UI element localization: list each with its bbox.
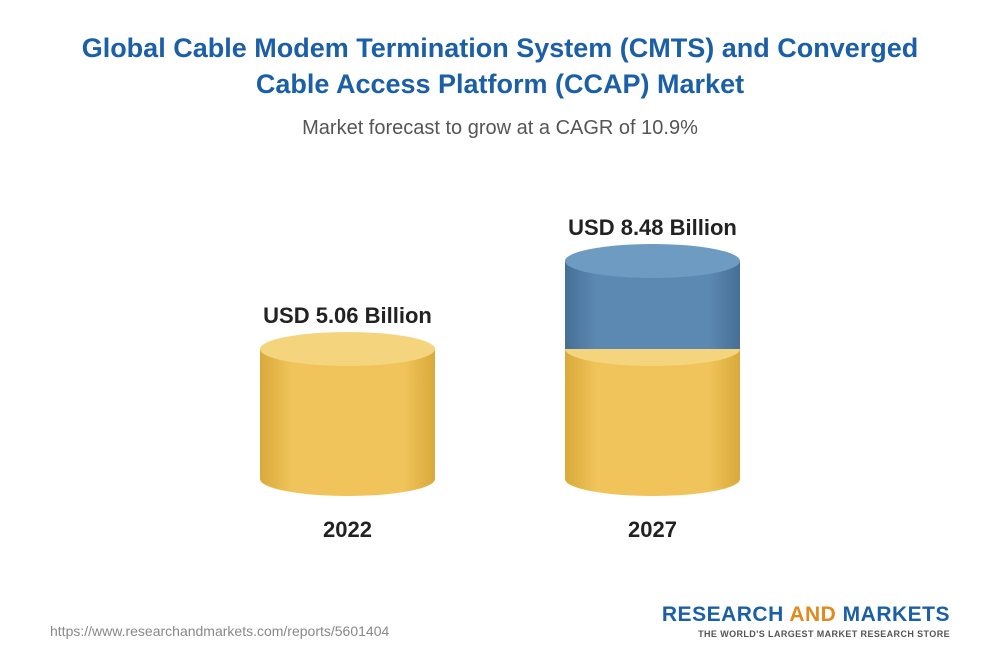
brand-word-1: RESEARCH bbox=[662, 603, 784, 626]
cylinder-segment bbox=[565, 261, 740, 349]
bar-2022-year: 2022 bbox=[323, 517, 372, 543]
bar-2022-value-label: USD 5.06 Billion bbox=[263, 303, 432, 329]
title-line-1: Global Cable Modem Termination System (C… bbox=[82, 33, 919, 63]
bar-2027-value-label: USD 8.48 Billion bbox=[568, 215, 737, 241]
cylinder-bottom-ellipse bbox=[565, 462, 740, 496]
subtitle: Market forecast to grow at a CAGR of 10.… bbox=[50, 117, 950, 140]
cylinder-top-ellipse bbox=[565, 244, 740, 278]
footer: https://www.researchandmarkets.com/repor… bbox=[50, 603, 950, 647]
title-line-2: Cable Access Platform (CCAP) Market bbox=[256, 69, 744, 99]
source-url: https://www.researchandmarkets.com/repor… bbox=[50, 623, 389, 639]
brand-word-2: AND bbox=[789, 603, 836, 626]
bar-2022-cylinder bbox=[260, 349, 435, 479]
brand-block: RESEARCH AND MARKETS THE WORLD'S LARGEST… bbox=[662, 603, 950, 639]
bar-2022-group: USD 5.06 Billion 2022 bbox=[260, 303, 435, 543]
cylinder-segment bbox=[565, 349, 740, 479]
cylinder-top-ellipse bbox=[260, 332, 435, 366]
infographic-container: Global Cable Modem Termination System (C… bbox=[0, 0, 1000, 667]
brand-logo-text: RESEARCH AND MARKETS bbox=[662, 603, 950, 627]
brand-tagline: THE WORLD'S LARGEST MARKET RESEARCH STOR… bbox=[662, 629, 950, 639]
main-title: Global Cable Modem Termination System (C… bbox=[50, 30, 950, 103]
bar-2027-year: 2027 bbox=[628, 517, 677, 543]
bar-2027-cylinder bbox=[565, 261, 740, 479]
brand-word-3: MARKETS bbox=[843, 603, 950, 626]
bar-2027-group: USD 8.48 Billion 2027 bbox=[565, 215, 740, 543]
cylinder-bottom-ellipse bbox=[260, 462, 435, 496]
cylinder-segment bbox=[260, 349, 435, 479]
chart-area: USD 5.06 Billion 2022 USD 8.48 Billion 2… bbox=[50, 170, 950, 603]
